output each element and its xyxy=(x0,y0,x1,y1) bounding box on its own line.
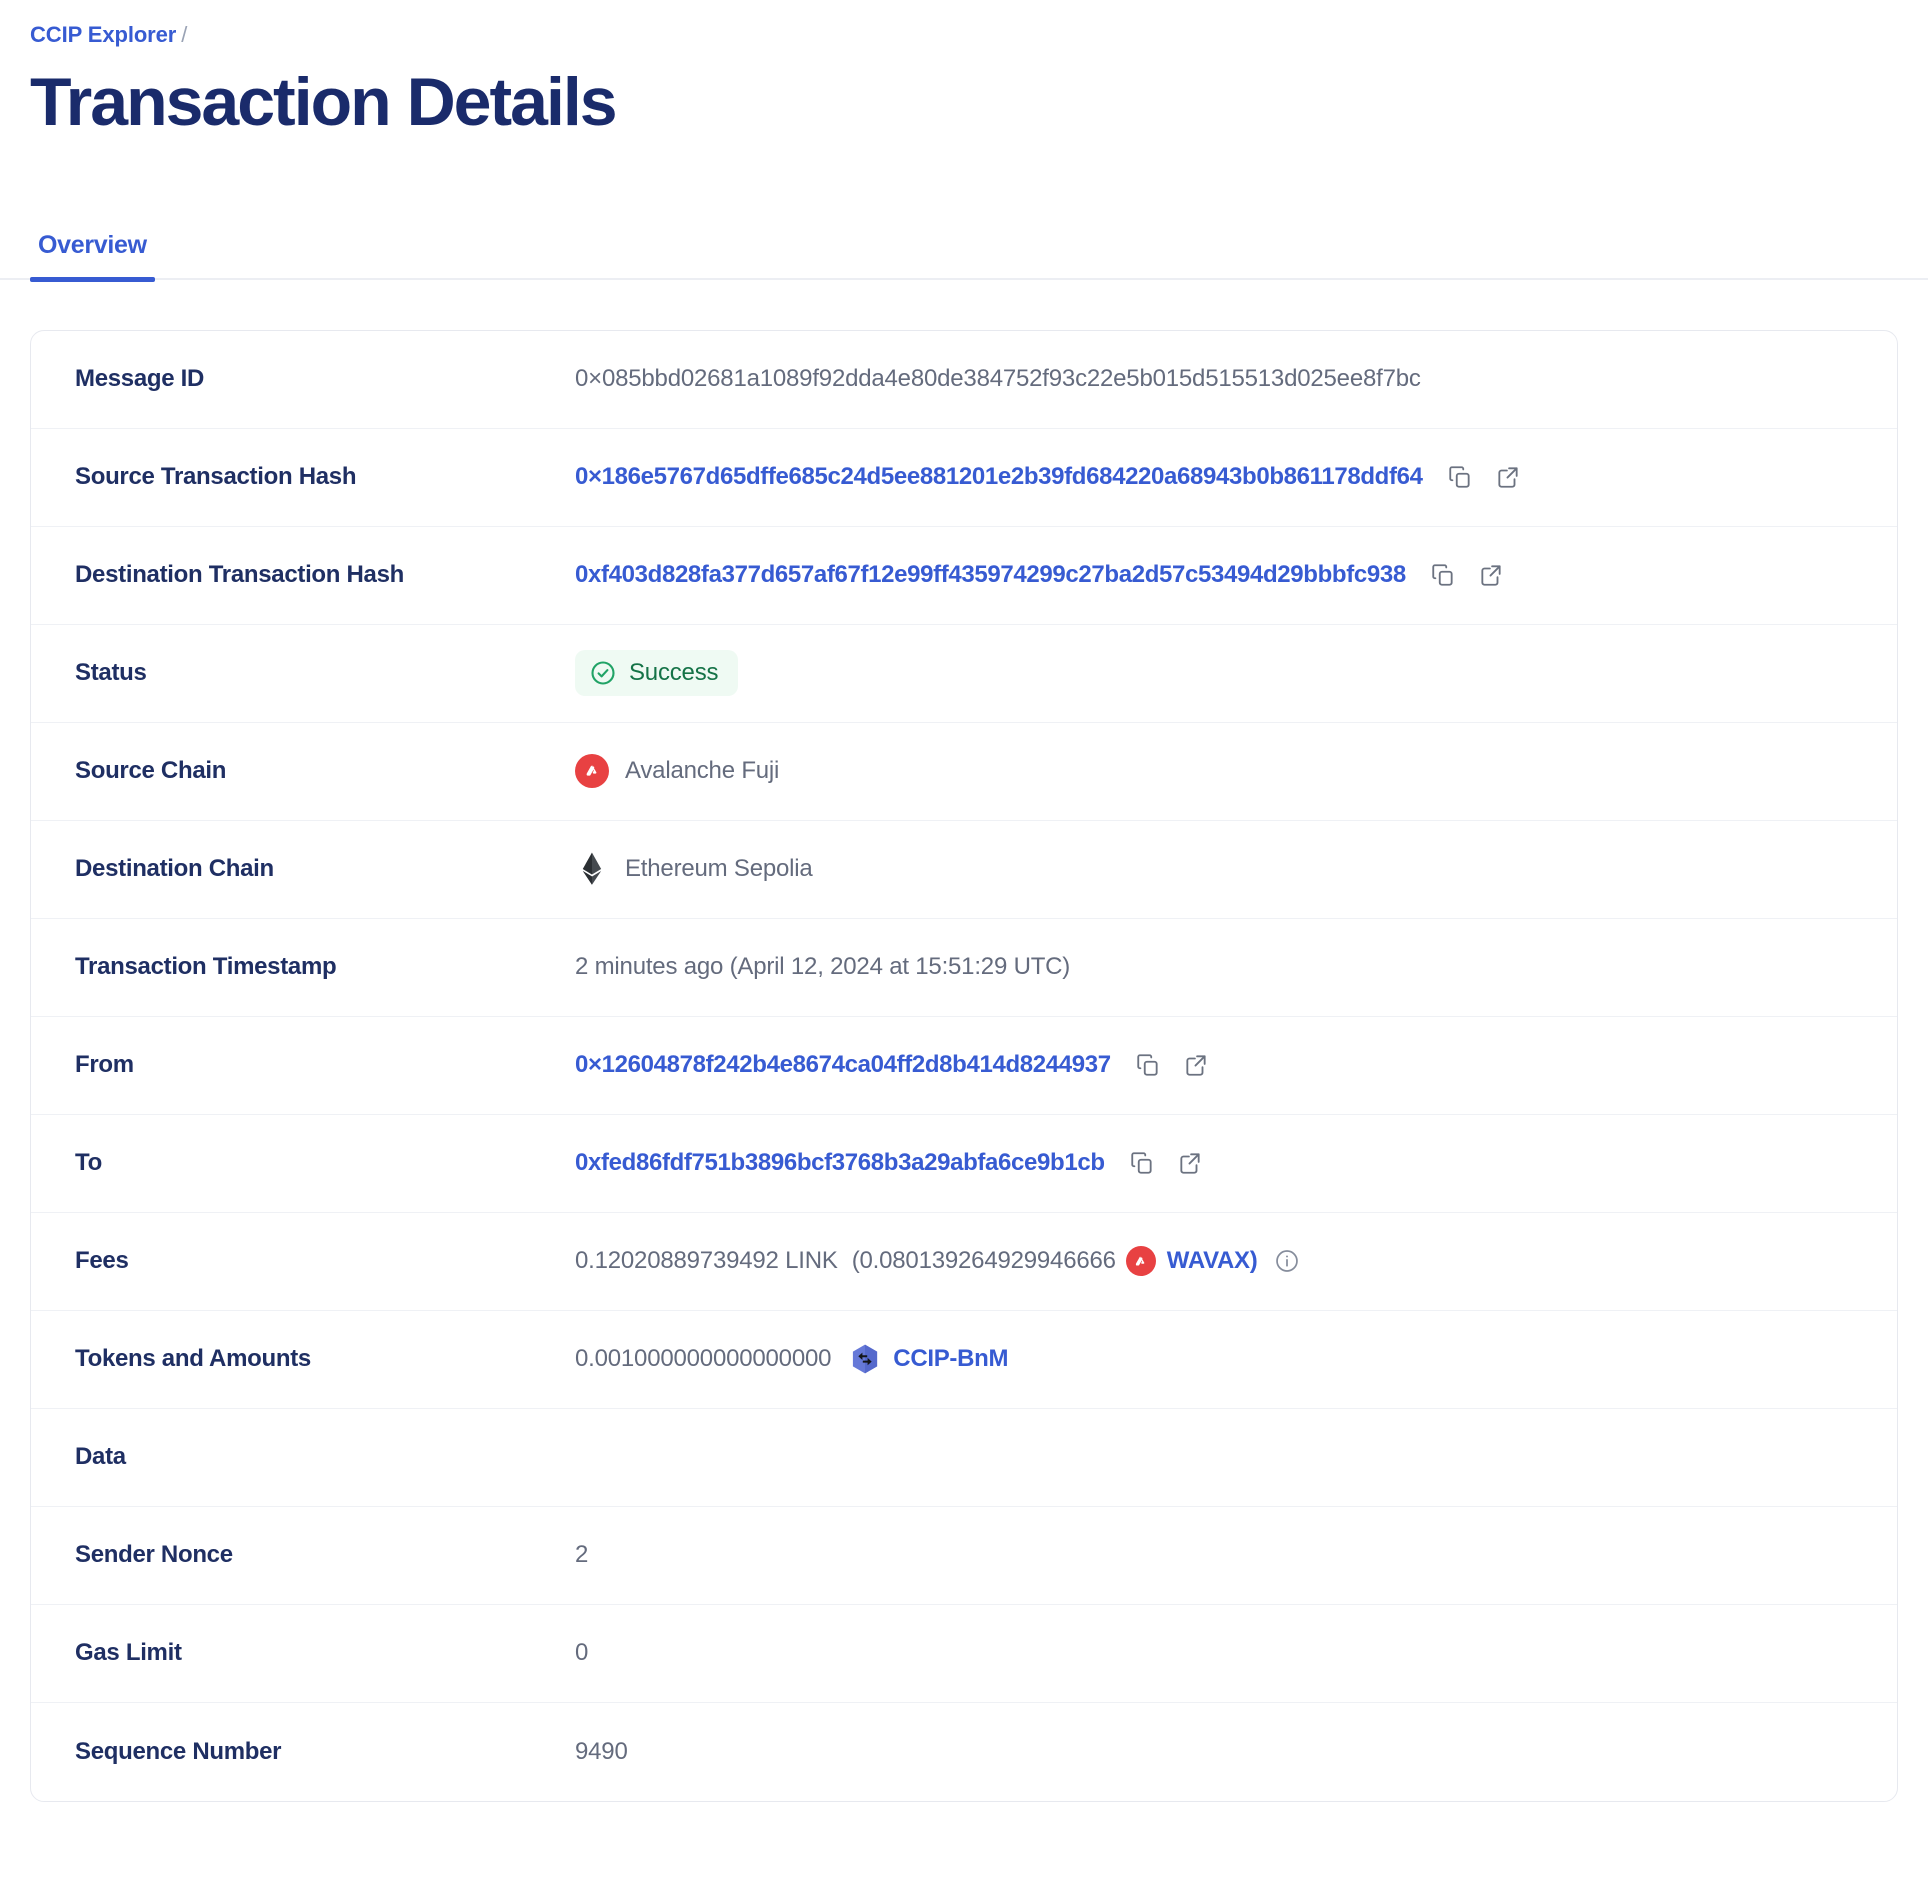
table-row: To 0xfed86fdf751b3896bcf3768b3a29abfa6ce… xyxy=(31,1115,1897,1213)
fees-close-paren: ) xyxy=(1249,1247,1258,1275)
row-value-from: 0×12604878f242b4e8674ca04ff2d8b414d82449… xyxy=(575,1045,1897,1085)
tab-overview[interactable]: Overview xyxy=(30,202,155,282)
table-row: Tokens and Amounts 0.001000000000000000 … xyxy=(31,1311,1897,1409)
row-value-gas-limit: 0 xyxy=(575,1633,1897,1673)
info-icon[interactable] xyxy=(1274,1248,1300,1274)
row-label-message-id: Message ID xyxy=(75,365,205,393)
fees-cell: 0.12020889739492 LINK (0.080139264929946… xyxy=(575,1246,1300,1277)
row-label-from: From xyxy=(75,1051,134,1079)
table-row: From 0×12604878f242b4e8674ca04ff2d8b414d… xyxy=(31,1017,1897,1115)
from-address-link[interactable]: 0×12604878f242b4e8674ca04ff2d8b414d82449… xyxy=(575,1051,1111,1079)
row-value-sequence-number: 9490 xyxy=(575,1732,1897,1772)
check-circle-icon xyxy=(589,659,617,687)
to-address-link[interactable]: 0xfed86fdf751b3896bcf3768b3a29abfa6ce9b1… xyxy=(575,1149,1105,1177)
token-amount-value: 0.001000000000000000 xyxy=(575,1345,832,1373)
ethereum-icon xyxy=(575,852,609,886)
row-value-transaction-timestamp: 2 minutes ago (April 12, 2024 at 15:51:2… xyxy=(575,947,1897,987)
table-row: Destination Chain Ethereum Sepolia xyxy=(31,821,1897,919)
destination-chain-cell: Ethereum Sepolia xyxy=(575,852,813,886)
copy-icon[interactable] xyxy=(1131,1048,1165,1082)
breadcrumb-link-ccip-explorer[interactable]: CCIP Explorer xyxy=(30,22,177,47)
table-row: Data xyxy=(31,1409,1897,1507)
destination-chain-label: Ethereum Sepolia xyxy=(625,855,813,883)
table-row: Fees 0.12020889739492 LINK (0.0801392649… xyxy=(31,1213,1897,1311)
row-value-destination-chain: Ethereum Sepolia xyxy=(575,849,1897,889)
row-label-gas-limit: Gas Limit xyxy=(75,1639,182,1667)
fees-primary-amount: 0.12020889739492 LINK xyxy=(575,1247,838,1275)
row-value-destination-transaction-hash: 0xf403d828fa377d657af67f12e99ff435974299… xyxy=(575,555,1897,595)
sender-nonce-value: 2 xyxy=(575,1541,589,1569)
row-value-fees: 0.12020889739492 LINK (0.080139264929946… xyxy=(575,1241,1897,1281)
row-value-sender-nonce: 2 xyxy=(575,1535,1897,1575)
copy-icon[interactable] xyxy=(1443,460,1477,494)
copy-icon[interactable] xyxy=(1125,1146,1159,1180)
table-row: Gas Limit 0 xyxy=(31,1605,1897,1703)
source-chain-cell: Avalanche Fuji xyxy=(575,754,780,789)
status-badge: Success xyxy=(575,650,739,697)
external-link-icon[interactable] xyxy=(1491,460,1525,494)
row-label-source-transaction-hash: Source Transaction Hash xyxy=(75,463,357,491)
table-row: Status Success xyxy=(31,625,1897,723)
external-link-icon[interactable] xyxy=(1173,1146,1207,1180)
row-label-data: Data xyxy=(75,1443,126,1471)
page-title: Transaction Details xyxy=(30,64,618,141)
transaction-timestamp-value: 2 minutes ago (April 12, 2024 at 15:51:2… xyxy=(575,953,1071,981)
status-badge-label: Success xyxy=(629,659,719,687)
external-link-icon[interactable] xyxy=(1179,1048,1213,1082)
table-row: Transaction Timestamp 2 minutes ago (Apr… xyxy=(31,919,1897,1017)
tab-bar: Overview xyxy=(0,202,1928,282)
table-row: Source Chain Avalanche Fuji xyxy=(31,723,1897,821)
external-link-icon[interactable] xyxy=(1474,558,1508,592)
row-label-destination-chain: Destination Chain xyxy=(75,855,274,883)
row-label-fees: Fees xyxy=(75,1247,129,1275)
message-id-value: 0×085bbd02681a1089f92dda4e80de384752f93c… xyxy=(575,365,1421,393)
table-row: Sequence Number 9490 xyxy=(31,1703,1897,1801)
row-label-status: Status xyxy=(75,659,147,687)
row-value-data xyxy=(575,1447,1897,1467)
source-transaction-hash-link[interactable]: 0×186e5767d65dffe685c24d5ee881201e2b39fd… xyxy=(575,463,1423,491)
ccip-bnm-token-icon xyxy=(849,1343,881,1375)
row-label-source-chain: Source Chain xyxy=(75,757,227,785)
row-value-message-id: 0×085bbd02681a1089f92dda4e80de384752f93c… xyxy=(575,359,1897,399)
ccip-bnm-token-link[interactable]: CCIP-BnM xyxy=(893,1345,1009,1373)
destination-transaction-hash-link[interactable]: 0xf403d828fa377d657af67f12e99ff435974299… xyxy=(575,561,1406,589)
gas-limit-value: 0 xyxy=(575,1639,589,1667)
row-label-tokens-and-amounts: Tokens and Amounts xyxy=(75,1345,311,1373)
source-chain-label: Avalanche Fuji xyxy=(625,757,780,785)
row-label-sequence-number: Sequence Number xyxy=(75,1737,282,1765)
breadcrumb: CCIP Explorer / xyxy=(0,0,1928,48)
table-row: Source Transaction Hash 0×186e5767d65dff… xyxy=(31,429,1897,527)
row-value-tokens-and-amounts: 0.001000000000000000 CCIP-BnM xyxy=(575,1339,1897,1379)
row-value-to: 0xfed86fdf751b3896bcf3768b3a29abfa6ce9b1… xyxy=(575,1143,1897,1183)
row-value-source-chain: Avalanche Fuji xyxy=(575,751,1897,791)
row-label-destination-transaction-hash: Destination Transaction Hash xyxy=(75,561,405,589)
table-row: Sender Nonce 2 xyxy=(31,1507,1897,1605)
row-value-source-transaction-hash: 0×186e5767d65dffe685c24d5ee881201e2b39fd… xyxy=(575,457,1897,497)
row-value-status: Success xyxy=(575,650,1897,697)
avalanche-icon xyxy=(575,754,609,789)
wavax-token-chip: WAVAX xyxy=(1125,1246,1250,1277)
copy-icon[interactable] xyxy=(1426,558,1460,592)
sequence-number-value: 9490 xyxy=(575,1737,628,1765)
fees-secondary-amount: 0.080139264929946666 xyxy=(859,1247,1116,1275)
token-amount-cell: 0.001000000000000000 CCIP-BnM xyxy=(575,1343,1009,1375)
breadcrumb-separator: / xyxy=(181,22,188,47)
avalanche-icon xyxy=(1125,1246,1156,1277)
row-label-to: To xyxy=(75,1149,102,1177)
wavax-token-link[interactable]: WAVAX xyxy=(1166,1247,1250,1275)
transaction-details-card: Message ID 0×085bbd02681a1089f92dda4e80d… xyxy=(30,329,1898,1802)
table-row: Destination Transaction Hash 0xf403d828f… xyxy=(31,527,1897,625)
table-row: Message ID 0×085bbd02681a1089f92dda4e80d… xyxy=(31,331,1897,429)
fees-open-paren: ( xyxy=(851,1247,860,1275)
row-label-transaction-timestamp: Transaction Timestamp xyxy=(75,953,337,981)
row-label-sender-nonce: Sender Nonce xyxy=(75,1541,233,1569)
